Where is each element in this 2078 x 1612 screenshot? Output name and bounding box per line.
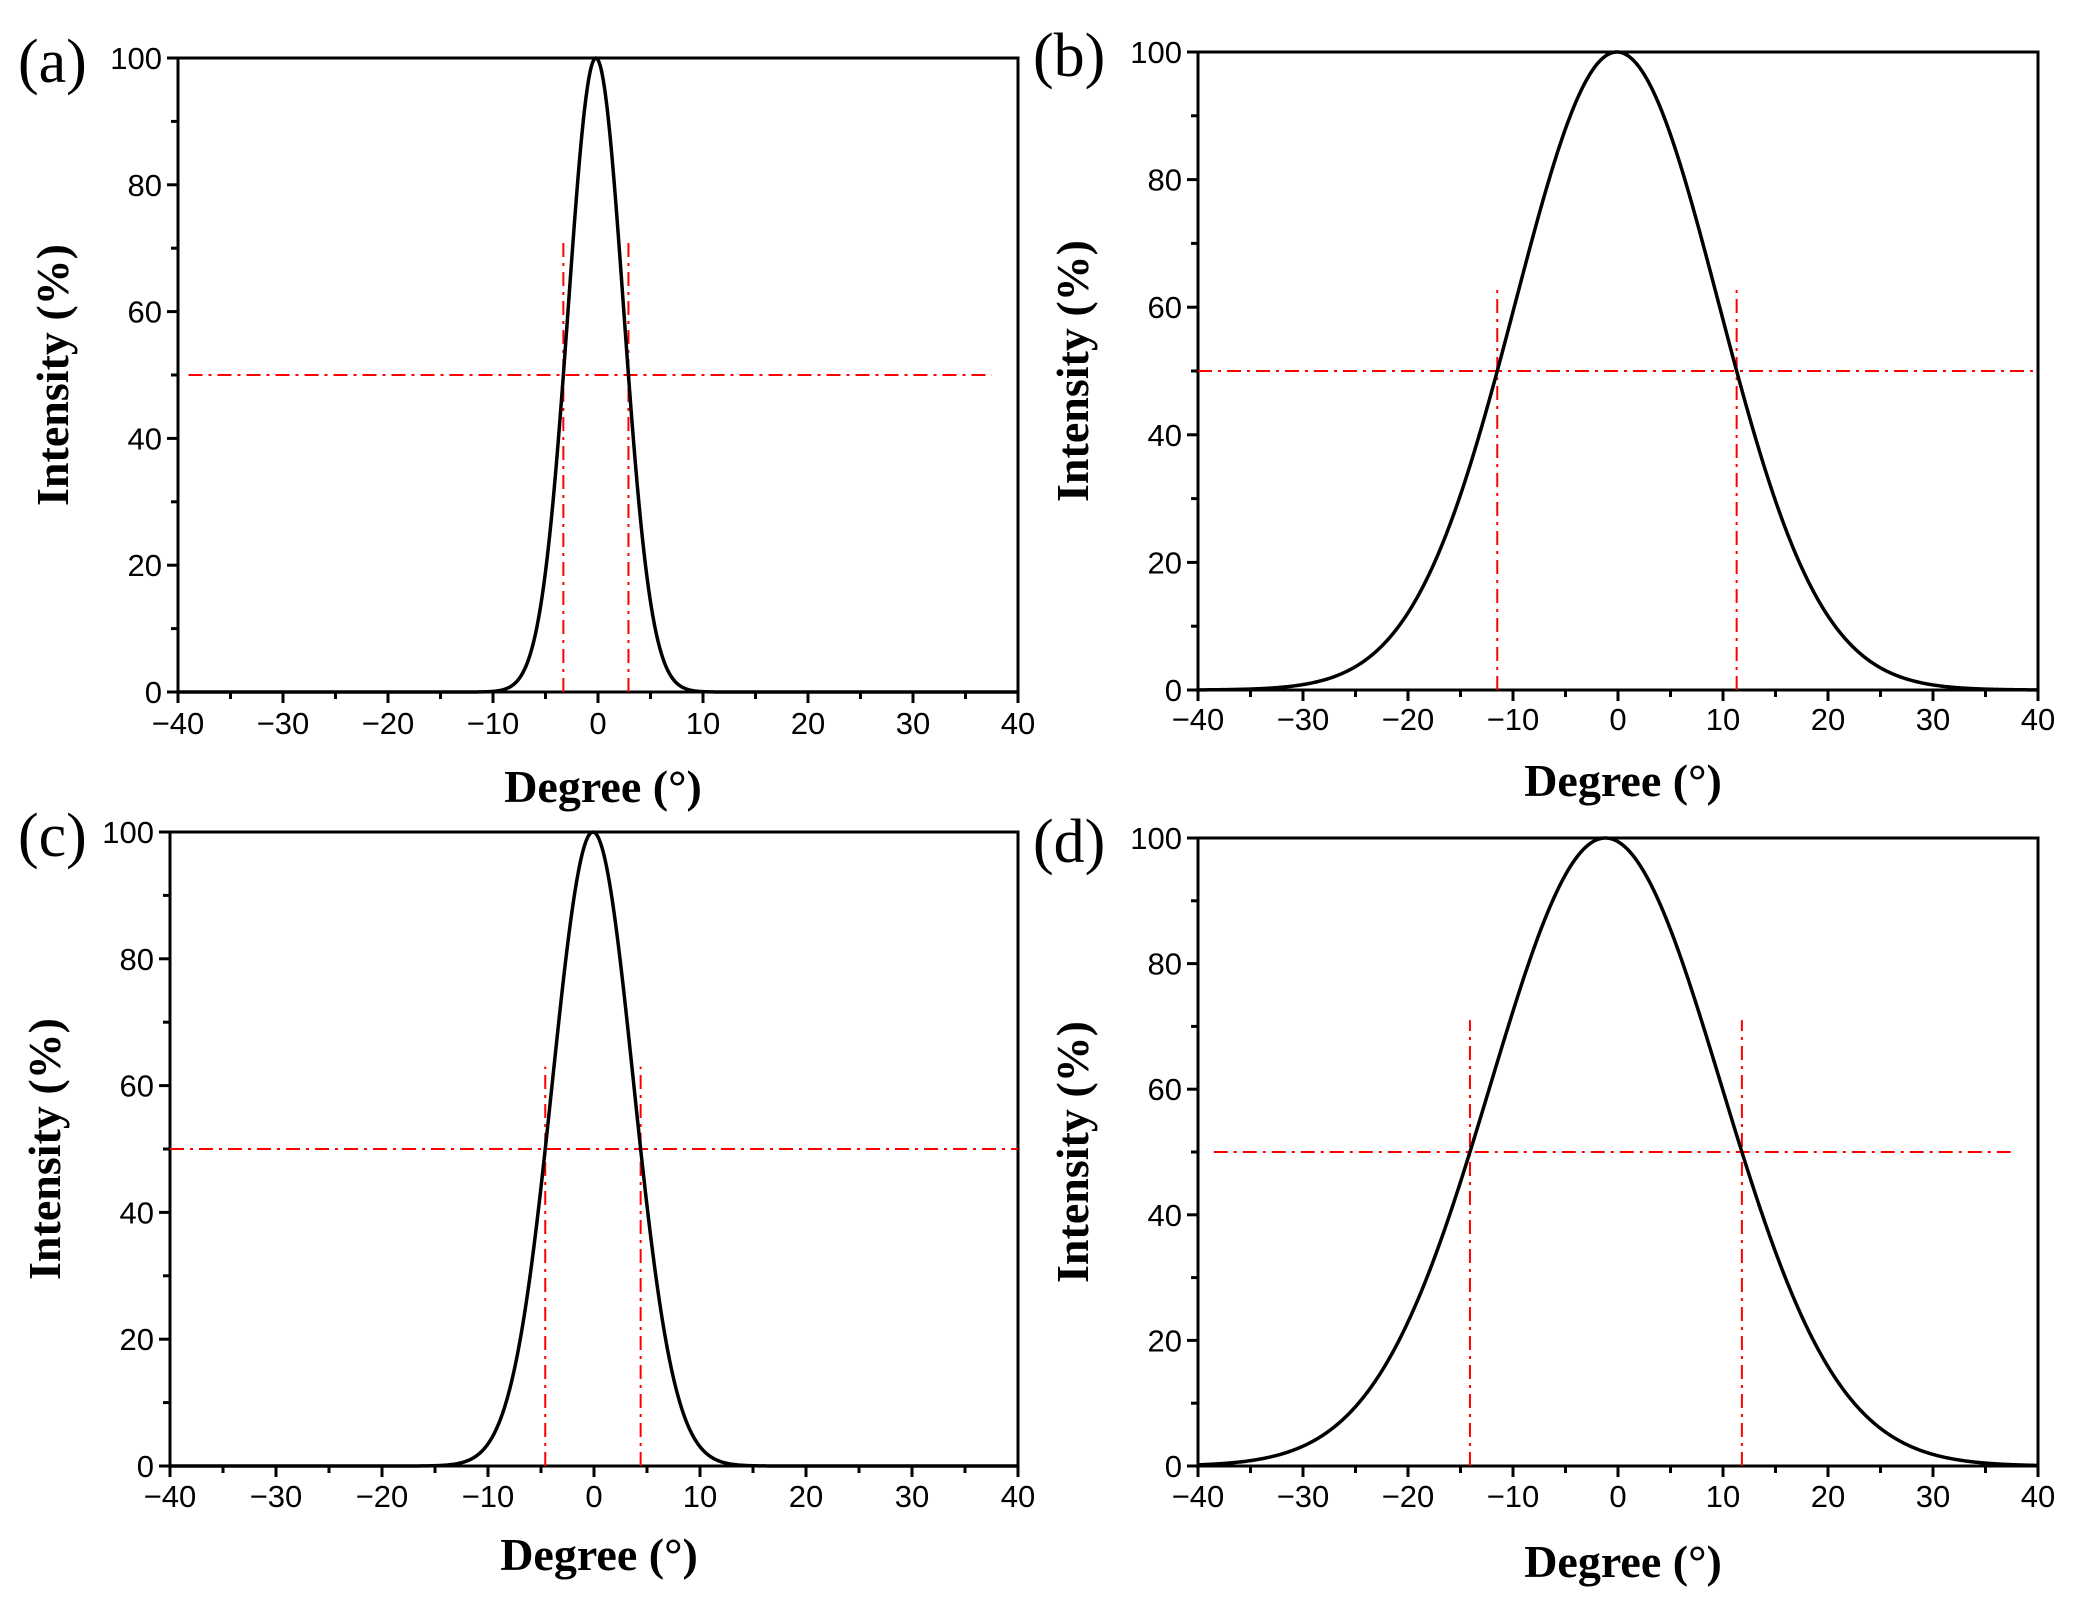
x-tick-label: 0 [1609,702,1626,737]
y-tick-label: 100 [110,41,162,76]
y-tick-label: 60 [1148,1072,1182,1107]
y-tick-label: 100 [102,815,154,850]
x-tick-label: 0 [589,706,606,741]
intensity-curve [1197,836,2039,1468]
x-tick-label: −40 [1172,1479,1225,1514]
intensity-curve [170,830,1018,1468]
y-tick-label: 0 [137,1449,154,1484]
x-tick-label: 0 [585,1479,602,1514]
x-axis-title: Degree (°) [500,1529,698,1580]
y-tick-label: 60 [128,295,162,330]
x-tick-label: −10 [467,706,520,741]
x-tick-label: 20 [1811,1479,1845,1514]
y-tick-label: 20 [128,548,162,583]
x-tick-label: −20 [356,1479,409,1514]
x-tick-label: −20 [362,706,415,741]
y-tick-label: 20 [1148,1323,1182,1358]
x-tick-label: −10 [1487,1479,1540,1514]
x-tick-label: 10 [1706,1479,1740,1514]
y-axis-title: Intensity (%) [1047,1021,1098,1283]
x-tick-label: 20 [1811,702,1845,737]
y-tick-label: 0 [1165,1449,1182,1484]
x-tick-label: −30 [1277,1479,1330,1514]
panel-d: (d) −40 −30 −20 −10 0 10 20 30 40 0 20 40 60 80 100 Degr… [1033,808,2055,1587]
x-tick-label: 20 [789,1479,823,1514]
intensity-curve [178,56,1018,694]
x-tick-label: −30 [250,1479,303,1514]
x-axis-title: Degree (°) [1524,755,1722,806]
x-tick-label: −40 [1172,702,1225,737]
y-tick-label: 0 [145,675,162,710]
x-tick-label: 10 [683,1479,717,1514]
panel-label: (a) [18,28,87,96]
y-tick-label: 60 [1148,290,1182,325]
y-tick-label: 0 [1165,673,1182,708]
panel-b: (b) −40 −30 −20 −10 0 10 20 30 40 0 20 40 60 80 100 Degr… [1033,22,2055,806]
x-tick-label: 10 [686,706,720,741]
x-tick-label: −30 [1277,702,1330,737]
x-tick-label: 40 [2021,1479,2055,1514]
intensity-curve [1197,50,2039,692]
y-tick-label: 40 [120,1195,154,1230]
y-axis-title: Intensity (%) [27,244,78,506]
x-tick-label: −20 [1382,1479,1435,1514]
x-tick-label: −40 [152,706,205,741]
x-tick-label: 10 [1706,702,1740,737]
x-tick-label: 30 [896,706,930,741]
x-tick-label: 30 [895,1479,929,1514]
panel-label: (c) [18,802,87,870]
x-tick-label: 30 [1916,702,1950,737]
x-tick-label: −30 [257,706,310,741]
y-tick-label: 40 [1148,1198,1182,1233]
y-tick-label: 20 [120,1322,154,1357]
panel-c: (c) −40 −30 −20 −10 0 10 20 30 40 0 20 40 60 80 100 Degr… [18,802,1035,1580]
x-tick-label: −10 [462,1479,515,1514]
x-tick-label: 30 [1916,1479,1950,1514]
x-tick-label: −40 [144,1479,197,1514]
y-tick-label: 100 [1130,35,1182,70]
y-tick-label: 20 [1148,545,1182,580]
x-axis-title: Degree (°) [504,761,702,812]
y-tick-label: 80 [1148,947,1182,982]
y-tick-label: 40 [1148,418,1182,453]
x-axis-title: Degree (°) [1524,1536,1722,1587]
y-tick-label: 80 [120,942,154,977]
y-tick-label: 40 [128,421,162,456]
panel-label: (b) [1033,22,1105,90]
x-tick-label: 40 [1001,1479,1035,1514]
x-tick-label: −10 [1487,702,1540,737]
y-tick-label: 80 [1148,163,1182,198]
y-tick-label: 80 [128,168,162,203]
x-tick-label: 20 [791,706,825,741]
panel-label: (d) [1033,808,1105,876]
x-tick-label: 0 [1609,1479,1626,1514]
x-tick-label: −20 [1382,702,1435,737]
panel-a: (a) −40 −30 −20 −10 0 10 20 30 40 0 20 40 60 80 100 Degr… [18,28,1035,812]
x-tick-label: 40 [1001,706,1035,741]
y-tick-label: 60 [120,1069,154,1104]
y-axis-title: Intensity (%) [19,1018,70,1280]
y-tick-label: 100 [1130,821,1182,856]
x-tick-label: 40 [2021,702,2055,737]
y-axis-title: Intensity (%) [1047,240,1098,502]
